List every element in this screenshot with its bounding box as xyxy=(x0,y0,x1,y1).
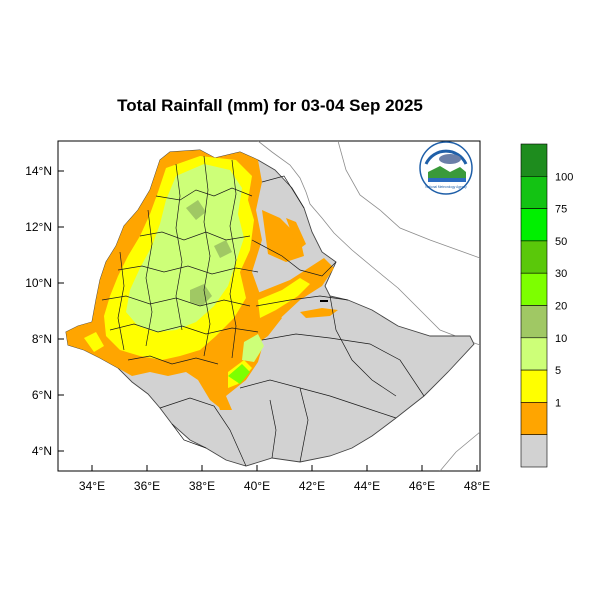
lon-tick-label: 48°E xyxy=(464,479,490,493)
lat-tick-label: 4°N xyxy=(32,444,52,458)
lat-tick-label: 10°N xyxy=(25,276,52,290)
lon-tick-label: 34°E xyxy=(79,479,105,493)
latitude-axis: 14°N 12°N 10°N 8°N 6°N 4°N xyxy=(25,164,64,458)
colorbar-label: 5 xyxy=(555,365,561,377)
colorbar-swatch xyxy=(520,402,548,435)
rainfall-band-30-50 xyxy=(228,364,250,384)
coastline-north xyxy=(337,141,480,259)
lon-tick: 38°E xyxy=(189,465,215,493)
dash-marker xyxy=(320,300,328,302)
lon-tick: 42°E xyxy=(299,465,325,493)
lon-tick: 40°E xyxy=(244,465,270,493)
lon-tick: 46°E xyxy=(409,465,435,493)
colorbar-swatch xyxy=(520,240,548,274)
colorbar-label: 10 xyxy=(555,333,567,345)
lon-tick-label: 46°E xyxy=(409,479,435,493)
lat-tick: 12°N xyxy=(25,220,64,234)
admin-boundaries xyxy=(101,155,425,467)
longitude-axis: 34°E 36°E 38°E 40°E 42°E 44°E 46°E 48°E xyxy=(79,465,490,493)
rainfall-band-10-20 xyxy=(126,164,264,362)
coastline xyxy=(257,141,480,346)
colorbar-swatch xyxy=(520,143,548,177)
map-title: Total Rainfall (mm) for 03-04 Sep 2025 xyxy=(117,96,423,115)
lon-tick: 36°E xyxy=(134,465,160,493)
lon-tick-label: 40°E xyxy=(244,479,270,493)
lon-tick: 34°E xyxy=(79,465,105,493)
lat-tick: 14°N xyxy=(25,164,64,178)
colorbar: 100 75 50 30 20 10 5 1 xyxy=(520,143,573,468)
agency-logo: National Meteorology Agency xyxy=(419,141,473,195)
lon-tick-label: 36°E xyxy=(134,479,160,493)
lat-tick-label: 12°N xyxy=(25,220,52,234)
colorbar-swatch xyxy=(520,305,548,339)
mountain-icon xyxy=(428,166,466,178)
colorbar-swatch xyxy=(520,434,548,468)
lon-tick-label: 44°E xyxy=(354,479,380,493)
lat-tick: 8°N xyxy=(32,332,64,346)
colorbar-swatch xyxy=(520,337,548,371)
colorbar-swatch xyxy=(520,369,548,403)
coastline-south xyxy=(439,431,480,471)
lon-tick-label: 42°E xyxy=(299,479,325,493)
logo-caption: National Meteorology Agency xyxy=(425,185,467,189)
colorbar-swatch xyxy=(520,272,548,306)
colorbar-swatch xyxy=(520,208,548,242)
colorbar-label: 100 xyxy=(555,171,573,183)
colorbar-label: 1 xyxy=(555,397,561,409)
lat-tick-label: 6°N xyxy=(32,388,52,402)
lon-tick-label: 38°E xyxy=(189,479,215,493)
colorbar-label: 30 xyxy=(555,268,567,280)
lat-tick: 4°N xyxy=(32,444,64,458)
colorbar-label: 75 xyxy=(555,204,567,216)
colorbar-swatch xyxy=(520,176,548,209)
lat-tick-label: 14°N xyxy=(25,164,52,178)
lat-tick: 10°N xyxy=(25,276,64,290)
rainfall-band-20-30 xyxy=(186,200,232,306)
colorbar-label: 20 xyxy=(555,301,567,313)
lat-tick: 6°N xyxy=(32,388,64,402)
lat-tick-label: 8°N xyxy=(32,332,52,346)
colorbar-label: 50 xyxy=(555,236,567,248)
lon-tick: 44°E xyxy=(354,465,380,493)
cloud-icon xyxy=(439,154,461,164)
lon-tick: 48°E xyxy=(464,465,490,493)
